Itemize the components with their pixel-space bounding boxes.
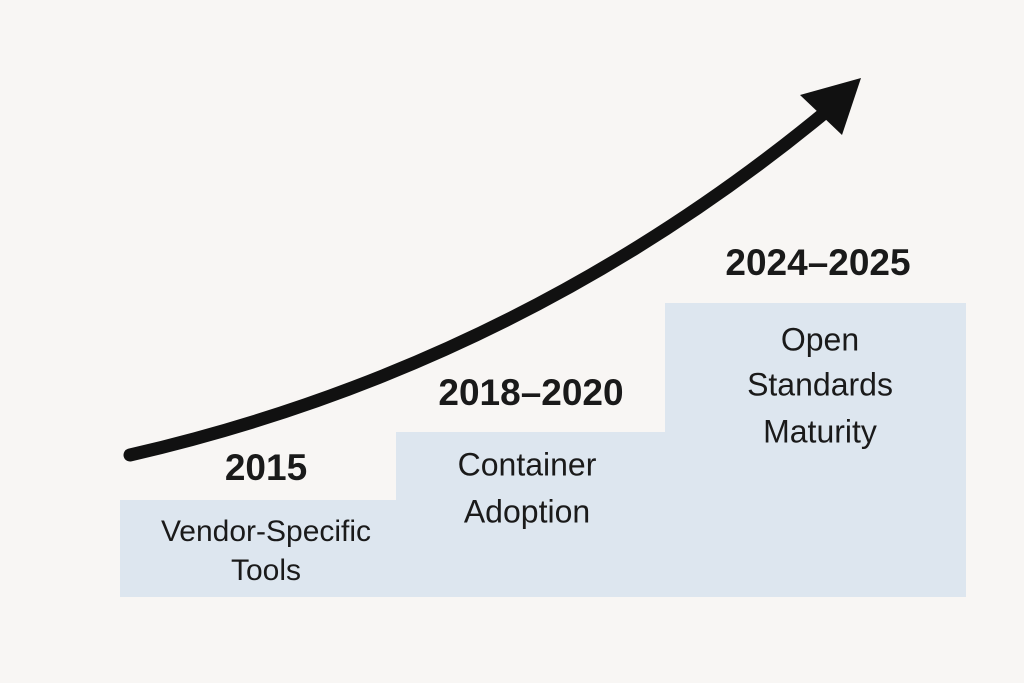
step-label: Vendor-Specific [161, 515, 371, 548]
step-block [396, 432, 665, 597]
step-label: Tools [231, 554, 301, 587]
step-label: Standards [747, 366, 893, 402]
step-block [120, 500, 396, 597]
growth-arrow [123, 103, 835, 462]
step-block [665, 303, 966, 597]
step-year: 2018–2020 [438, 372, 623, 413]
step-year: 2024–2025 [725, 242, 910, 283]
step-label: Adoption [464, 493, 590, 529]
step-texts: 2015 Vendor-Specific Tools 2018–2020 Contain… [161, 242, 911, 587]
step-label: Container [458, 446, 597, 482]
arrow-head [800, 78, 861, 135]
step-year: 2015 [225, 447, 307, 488]
step-label: Maturity [763, 413, 877, 449]
step-label: Open [781, 321, 859, 357]
